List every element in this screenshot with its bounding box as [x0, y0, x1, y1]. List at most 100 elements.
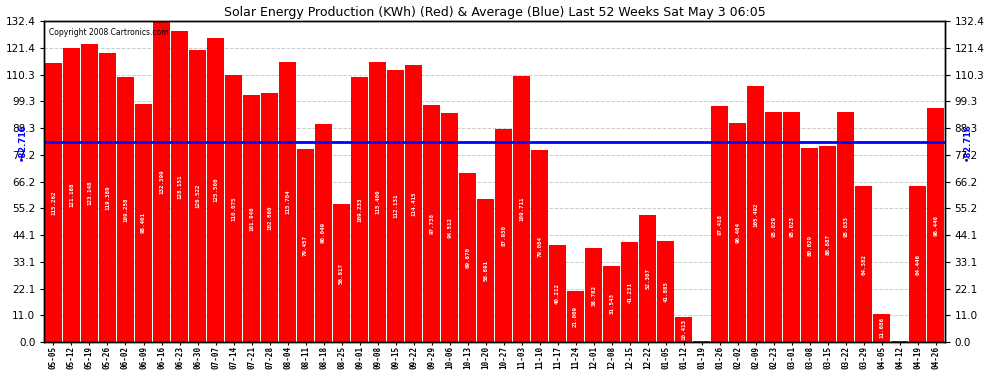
Bar: [81, 44, 98, 342]
Text: 102.660: 102.660: [267, 206, 272, 230]
Text: 90.404: 90.404: [736, 222, 741, 243]
Text: 110.075: 110.075: [231, 196, 236, 221]
Bar: [351, 77, 368, 342]
Bar: [802, 148, 818, 342]
Bar: [891, 341, 908, 342]
Text: 128.151: 128.151: [177, 174, 182, 199]
Text: 119.389: 119.389: [105, 185, 110, 210]
Bar: [279, 62, 296, 342]
Text: 112.131: 112.131: [393, 194, 398, 219]
Bar: [63, 48, 80, 342]
Text: 21.009: 21.009: [573, 306, 578, 327]
Bar: [549, 244, 566, 342]
Text: 98.401: 98.401: [141, 212, 146, 233]
Bar: [117, 77, 134, 342]
Text: Copyright 2008 Cartronics.com: Copyright 2008 Cartronics.com: [49, 27, 168, 36]
Bar: [657, 241, 674, 342]
Bar: [297, 150, 314, 342]
Text: 11.686: 11.686: [879, 318, 884, 339]
Text: 94.512: 94.512: [447, 217, 452, 238]
Bar: [459, 173, 476, 342]
Text: 101.946: 101.946: [249, 206, 254, 231]
Text: 123.148: 123.148: [87, 181, 92, 205]
Text: 97.418: 97.418: [717, 213, 723, 234]
Title: Solar Energy Production (KWh) (Red) & Average (Blue) Last 52 Weeks Sat May 3 06:: Solar Energy Production (KWh) (Red) & Av…: [224, 6, 765, 18]
Bar: [171, 32, 188, 342]
Text: 56.817: 56.817: [340, 263, 345, 284]
Bar: [622, 242, 639, 342]
Text: 79.084: 79.084: [538, 236, 543, 257]
Text: 10.413: 10.413: [681, 319, 686, 340]
Bar: [730, 123, 746, 342]
Text: 64.446: 64.446: [916, 254, 921, 274]
Text: 64.382: 64.382: [861, 254, 866, 274]
Text: 58.891: 58.891: [483, 260, 488, 281]
Bar: [783, 112, 800, 342]
Text: 90.049: 90.049: [321, 222, 326, 243]
Bar: [495, 129, 512, 342]
Bar: [820, 146, 837, 342]
Bar: [261, 93, 278, 342]
Bar: [405, 65, 422, 342]
Text: 125.500: 125.500: [213, 178, 218, 202]
Bar: [585, 248, 602, 342]
Text: 40.212: 40.212: [555, 283, 560, 304]
Text: 109.233: 109.233: [357, 198, 362, 222]
Bar: [855, 186, 872, 342]
Bar: [135, 104, 151, 342]
Text: 105.492: 105.492: [753, 202, 758, 226]
Text: 121.168: 121.168: [69, 183, 74, 207]
Text: 115.262: 115.262: [50, 190, 56, 214]
Text: 96.446: 96.446: [934, 215, 939, 236]
Bar: [567, 291, 584, 342]
Text: 69.670: 69.670: [465, 247, 470, 268]
Bar: [928, 108, 944, 342]
Bar: [532, 150, 548, 342]
Bar: [387, 70, 404, 342]
Text: 132.399: 132.399: [159, 170, 164, 194]
Bar: [838, 112, 854, 342]
Text: 41.231: 41.231: [628, 282, 633, 303]
Bar: [477, 200, 494, 342]
Bar: [712, 106, 728, 342]
Text: 114.415: 114.415: [411, 191, 416, 216]
Text: 41.885: 41.885: [663, 281, 668, 302]
Text: 120.522: 120.522: [195, 184, 200, 208]
Text: 38.782: 38.782: [591, 285, 596, 306]
Bar: [46, 63, 61, 342]
Text: 109.711: 109.711: [519, 197, 524, 221]
Text: 97.738: 97.738: [429, 213, 435, 234]
Text: 79.457: 79.457: [303, 236, 308, 256]
Bar: [334, 204, 349, 342]
Bar: [153, 21, 170, 342]
Text: 95.029: 95.029: [771, 216, 776, 237]
Bar: [765, 112, 782, 342]
Text: 87.930: 87.930: [501, 225, 506, 246]
Text: •82.716: •82.716: [963, 123, 972, 160]
Bar: [693, 341, 710, 342]
Bar: [513, 76, 530, 342]
Bar: [207, 38, 224, 342]
Bar: [99, 53, 116, 342]
Bar: [640, 215, 656, 342]
Bar: [424, 105, 440, 342]
Text: 52.307: 52.307: [645, 268, 650, 289]
Text: 31.543: 31.543: [609, 293, 614, 314]
Bar: [244, 95, 260, 342]
Bar: [603, 266, 620, 342]
Text: 95.033: 95.033: [843, 216, 848, 237]
Bar: [225, 75, 242, 342]
Text: 80.887: 80.887: [826, 234, 831, 255]
Bar: [747, 86, 764, 342]
Bar: [369, 62, 386, 342]
Text: 115.704: 115.704: [285, 190, 290, 214]
Text: 80.029: 80.029: [807, 235, 812, 256]
Text: 95.023: 95.023: [789, 216, 794, 237]
Bar: [910, 186, 927, 342]
Text: 109.258: 109.258: [123, 198, 128, 222]
Text: •82.716: •82.716: [18, 123, 27, 160]
Bar: [315, 124, 332, 342]
Bar: [189, 50, 206, 342]
Bar: [675, 317, 692, 342]
Bar: [442, 113, 458, 342]
